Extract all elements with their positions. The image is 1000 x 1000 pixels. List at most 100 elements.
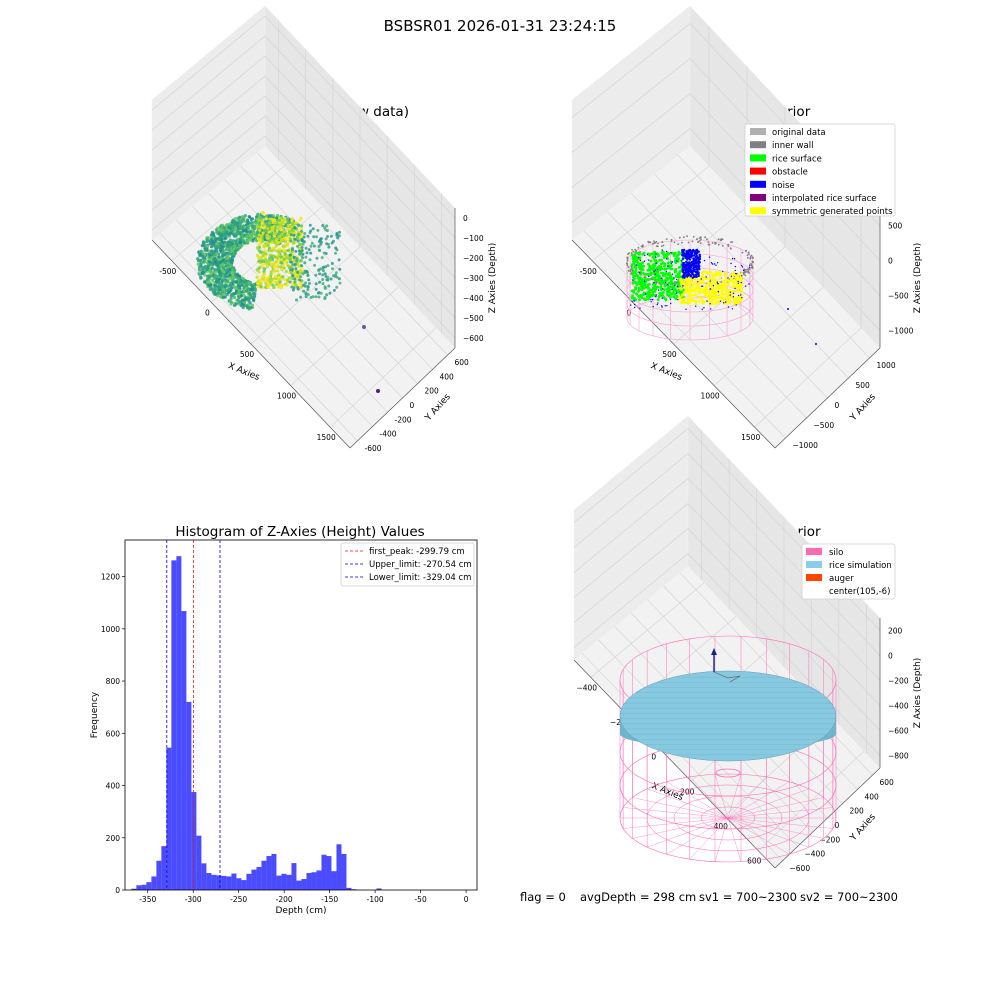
symmetric-point bbox=[706, 283, 709, 287]
inner-wall-point bbox=[750, 254, 753, 257]
noise-point bbox=[710, 308, 712, 310]
rice-surface-point bbox=[636, 276, 640, 280]
data-point bbox=[273, 231, 277, 235]
rice-surface-point bbox=[634, 292, 638, 295]
data-point bbox=[246, 225, 250, 229]
symmetric-point bbox=[714, 270, 718, 274]
data-point bbox=[203, 273, 207, 277]
data-point bbox=[237, 276, 241, 280]
data-point bbox=[219, 295, 223, 299]
data-point bbox=[252, 298, 256, 303]
data-point bbox=[281, 275, 285, 279]
silo-floor-ring bbox=[646, 784, 810, 852]
rice-surface-point bbox=[641, 261, 644, 265]
rice-surface-point bbox=[632, 262, 636, 266]
data-point bbox=[264, 262, 268, 266]
data-point bbox=[257, 266, 261, 270]
inner-wall-point bbox=[626, 259, 629, 262]
inner-wall-point bbox=[749, 257, 752, 260]
histogram-bar bbox=[216, 875, 222, 890]
inner-wall-point bbox=[670, 240, 673, 243]
data-point bbox=[228, 238, 232, 242]
z-tick-label: 500 bbox=[888, 222, 903, 231]
symmetric-point bbox=[696, 283, 700, 287]
symmetric-point bbox=[690, 286, 694, 290]
data-point bbox=[242, 298, 246, 302]
classify-3d-plot: 3D classify of Silo Interior-50005001000… bbox=[571, 5, 923, 450]
y-tick-label: -200 bbox=[395, 415, 412, 424]
rice-surface-point bbox=[632, 290, 635, 294]
symmetric-point bbox=[693, 293, 697, 297]
grid-line bbox=[151, 75, 266, 171]
legend-label: interpolated rice surface bbox=[772, 194, 877, 204]
rice-surface-point bbox=[634, 268, 638, 272]
data-point bbox=[288, 280, 292, 284]
noise-point bbox=[692, 272, 694, 274]
noise-point bbox=[684, 272, 687, 275]
symmetric-point bbox=[720, 283, 724, 287]
data-point bbox=[283, 239, 287, 243]
grid-line bbox=[583, 230, 786, 439]
inner-wall-point bbox=[686, 235, 688, 238]
noise-point bbox=[687, 272, 690, 276]
data-point bbox=[223, 232, 227, 236]
rice-surface-point bbox=[644, 298, 648, 302]
data-point bbox=[258, 256, 262, 260]
histogram-bar bbox=[196, 835, 202, 890]
rice-surface-point bbox=[670, 264, 673, 267]
grid-line bbox=[687, 528, 881, 731]
data-point bbox=[314, 295, 318, 299]
data-point bbox=[322, 251, 326, 255]
histogram-bar bbox=[141, 884, 147, 890]
data-point bbox=[291, 288, 295, 292]
data-point bbox=[322, 269, 325, 273]
data-point bbox=[279, 265, 283, 269]
data-point bbox=[239, 299, 243, 304]
rice-surface-point bbox=[640, 288, 644, 292]
symmetric-point bbox=[740, 289, 743, 293]
noise-point bbox=[747, 257, 749, 259]
data-point bbox=[255, 275, 259, 279]
inner-wall-point bbox=[635, 250, 638, 252]
inner-wall-point bbox=[662, 244, 665, 247]
x-tick-label: 1000 bbox=[277, 392, 296, 401]
noise-point bbox=[691, 261, 693, 263]
rice-surface-point bbox=[638, 257, 642, 261]
data-point bbox=[337, 258, 341, 262]
data-point bbox=[283, 252, 287, 256]
noise-point bbox=[691, 257, 693, 259]
histogram-bar bbox=[281, 873, 287, 890]
rice-surface bbox=[619, 670, 837, 762]
rice-surface-point bbox=[674, 257, 678, 261]
noise-point bbox=[692, 259, 696, 263]
data-point bbox=[304, 246, 308, 250]
data-point bbox=[223, 295, 227, 299]
histogram-bar bbox=[316, 870, 322, 890]
rice-surface-point bbox=[642, 264, 646, 268]
z-tick-label: −200 bbox=[888, 677, 909, 686]
inner-wall-point bbox=[681, 241, 683, 244]
data-point bbox=[201, 241, 205, 246]
symmetric-point bbox=[714, 293, 718, 297]
symmetric-point bbox=[685, 279, 689, 283]
data-point bbox=[226, 291, 231, 295]
inner-wall-point bbox=[717, 243, 720, 246]
inner-wall-point bbox=[651, 243, 654, 245]
inner-wall-point bbox=[630, 252, 633, 254]
data-point bbox=[272, 234, 276, 238]
rice-surface-point bbox=[677, 282, 680, 286]
data-point bbox=[283, 260, 287, 265]
noise-point bbox=[745, 250, 747, 252]
data-point bbox=[239, 234, 243, 238]
data-point bbox=[273, 269, 277, 273]
noise-point bbox=[633, 306, 636, 309]
rice-surface-point bbox=[674, 297, 678, 301]
inner-wall-point bbox=[749, 256, 752, 258]
legend-swatch bbox=[750, 141, 766, 149]
data-point bbox=[203, 256, 207, 260]
data-point bbox=[325, 224, 329, 228]
data-point bbox=[216, 226, 220, 230]
grid-line bbox=[264, 55, 456, 259]
noise-point bbox=[685, 264, 688, 268]
rice-surface-point bbox=[671, 291, 675, 295]
